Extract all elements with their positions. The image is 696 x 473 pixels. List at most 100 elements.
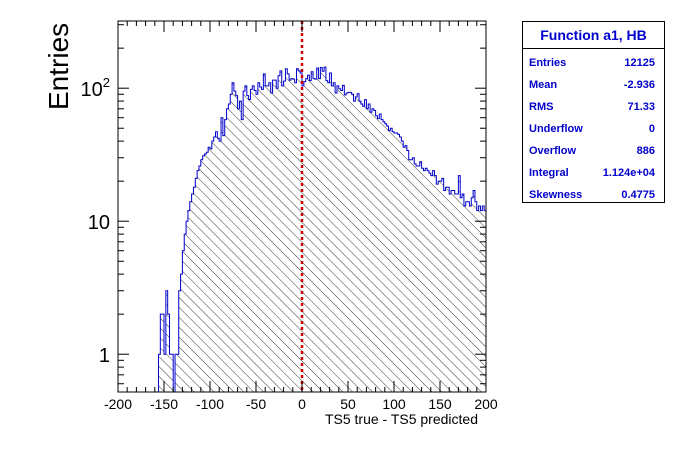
histogram-bar [458, 175, 461, 392]
histogram-bar [313, 78, 315, 392]
histogram-bar [176, 354, 179, 392]
histogram-bar [438, 181, 440, 392]
stats-value: 12125 [624, 57, 655, 69]
stats-row-mean: Mean -2.936 [529, 74, 655, 96]
histogram-bar [311, 71, 314, 392]
histogram-bar [427, 170, 429, 392]
histogram-bar [399, 136, 402, 392]
y-tick-label: 102 [81, 75, 110, 101]
x-axis: -200 -150 -100 -50 0 50 100 150 200 [104, 21, 498, 412]
histogram-bar [219, 141, 222, 392]
histogram-bar [370, 112, 372, 392]
histogram-bar [340, 90, 343, 392]
histogram-bar [395, 133, 398, 392]
histogram-bar [490, 216, 492, 392]
histogram-bar [362, 106, 365, 392]
histogram-bar [377, 118, 380, 392]
histogram-bar [191, 194, 194, 392]
histogram-bar [167, 314, 170, 392]
histogram-bar [224, 119, 227, 392]
histogram-bar [366, 108, 369, 392]
histogram-bar [441, 178, 444, 392]
histogram-bar [368, 104, 371, 392]
histogram-bar [281, 85, 284, 392]
stats-label: RMS [529, 101, 554, 113]
histogram-bar [478, 206, 481, 392]
histogram-bar [428, 173, 431, 392]
histogram-bar [276, 88, 279, 392]
histogram-bar [283, 81, 286, 392]
histogram-bar [390, 128, 393, 392]
histogram-bar [232, 82, 234, 392]
histogram-bar [495, 216, 497, 392]
histogram-bar [499, 211, 501, 392]
histogram-bar [331, 85, 334, 392]
histogram-bar [289, 80, 291, 392]
histogram-bar [417, 166, 420, 392]
histogram-bar [270, 93, 273, 392]
histogram-bar [405, 145, 407, 392]
histogram-bar [430, 175, 433, 392]
histogram-bar [296, 68, 299, 392]
stats-box: Function a1, HB Entries 12125 Mean -2.93… [522, 21, 665, 203]
histogram-bar [462, 194, 464, 392]
histogram-bar [384, 123, 387, 392]
stats-value: -2.936 [623, 79, 655, 91]
histogram-bar [497, 221, 499, 392]
histogram-bar [353, 101, 356, 392]
histogram-bar [198, 166, 201, 392]
x-tick-label: 0 [298, 396, 306, 412]
histogram-bar [206, 152, 209, 392]
histogram-bar [222, 135, 225, 392]
stats-row-skewness: Skewness 0.4775 [529, 184, 655, 206]
histogram-bar [360, 104, 363, 392]
histogram-bar [246, 95, 249, 392]
histogram-bar [473, 190, 475, 392]
histogram-bar [440, 181, 442, 392]
histogram-bar [263, 73, 266, 392]
histogram-bar [325, 80, 328, 392]
histogram-bar [447, 187, 450, 392]
histogram-bar [463, 206, 466, 392]
histogram-bar [202, 155, 205, 392]
histogram-bar [449, 194, 452, 392]
histogram-bar [233, 91, 236, 392]
x-tick-label: 200 [474, 396, 498, 412]
histogram-bar [307, 75, 310, 392]
histogram-bar [348, 92, 350, 392]
histogram-bar [178, 290, 181, 392]
histogram-bar [226, 108, 229, 392]
x-tick-label: -100 [196, 396, 224, 412]
histogram-bar [460, 197, 463, 392]
stats-row-integral: Integral 1.124e+04 [529, 162, 655, 184]
histogram-bar [256, 94, 258, 392]
histogram-bar [406, 150, 409, 392]
histogram-bar [250, 89, 253, 392]
histogram-bar [197, 170, 199, 392]
histogram-bar [320, 67, 323, 392]
histogram-bar [215, 131, 218, 392]
x-tick-label: -200 [104, 396, 132, 412]
histogram-bar [346, 93, 348, 392]
histogram-bar [445, 187, 448, 392]
histogram-bar [349, 92, 352, 392]
stats-value: 0 [648, 123, 655, 135]
histogram-bar [213, 136, 216, 392]
histogram-bar [235, 95, 238, 392]
histogram-bar [456, 194, 459, 392]
histogram-bar [335, 93, 337, 392]
stats-value: 1.124e+04 [602, 167, 655, 179]
histogram-bar [371, 108, 374, 392]
histogram-bar [419, 161, 422, 392]
histogram-bar [189, 201, 192, 392]
histogram-bar [193, 187, 196, 392]
histogram-bar [204, 154, 207, 392]
histogram-bar [432, 170, 435, 392]
x-tick-label: -150 [150, 396, 178, 412]
histogram-bar [184, 234, 187, 392]
histogram-bar [211, 141, 214, 392]
histogram-bar [338, 88, 341, 392]
histogram-bar [217, 138, 220, 392]
histogram-bar [416, 166, 418, 392]
histogram-bar [382, 121, 385, 392]
